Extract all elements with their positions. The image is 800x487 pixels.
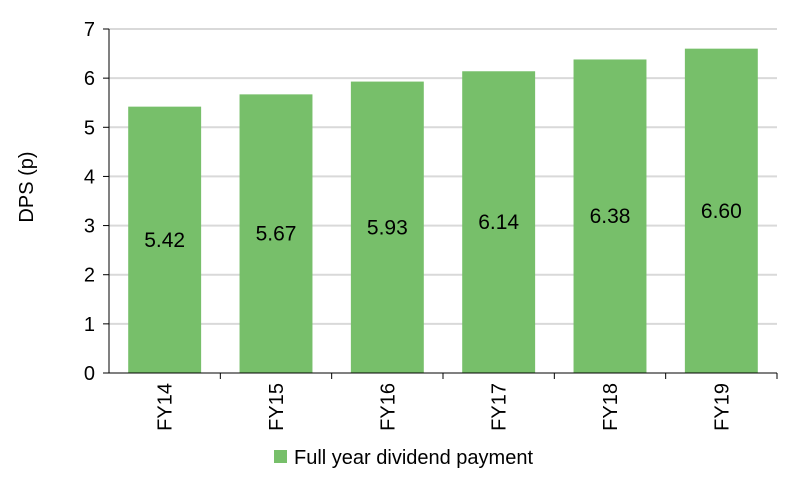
x-tick-label: FY15 xyxy=(266,383,288,431)
bar-fy17 xyxy=(462,71,536,374)
y-tick-label: 2 xyxy=(84,265,95,287)
data-label: 6.38 xyxy=(590,205,631,228)
y-tick-label: 6 xyxy=(84,68,95,90)
bar-fy19 xyxy=(684,48,758,374)
bars xyxy=(128,48,758,374)
y-tick-label: 1 xyxy=(84,314,95,336)
x-tick-label: FY17 xyxy=(489,383,511,431)
data-label: 5.93 xyxy=(367,216,408,239)
bar-fy16 xyxy=(350,81,424,373)
legend-swatch xyxy=(274,450,287,463)
y-axis-label: DPS (p) xyxy=(16,151,38,222)
data-label: 5.42 xyxy=(144,229,185,252)
x-tick-label: FY19 xyxy=(711,383,733,431)
data-label: 6.14 xyxy=(478,211,519,234)
legend-label: Full year dividend payment xyxy=(294,447,533,469)
y-tick-labels: 0 1 2 3 4 5 6 7 xyxy=(84,19,95,385)
axes xyxy=(103,28,778,379)
data-labels: 5.42 5.67 5.93 6.14 6.38 6.60 xyxy=(144,200,742,252)
y-tick-label: 7 xyxy=(84,19,95,41)
y-tick-label: 3 xyxy=(84,216,95,238)
bar-fy14 xyxy=(128,106,202,373)
y-tick-label: 0 xyxy=(84,363,95,385)
x-tick-label: FY14 xyxy=(155,383,177,431)
y-tick-label: 5 xyxy=(84,117,95,139)
legend: Full year dividend payment xyxy=(274,447,533,469)
data-label: 6.60 xyxy=(701,200,742,223)
x-tick-label: FY18 xyxy=(600,383,622,431)
x-tick-labels: FY14 FY15 FY16 FY17 FY18 FY19 xyxy=(155,383,734,431)
data-label: 5.67 xyxy=(256,223,297,246)
bar-fy18 xyxy=(573,59,647,374)
bar-fy15 xyxy=(239,94,313,374)
gridlines xyxy=(109,28,777,325)
y-tick-label: 4 xyxy=(84,166,95,188)
x-tick-label: FY16 xyxy=(377,383,399,431)
